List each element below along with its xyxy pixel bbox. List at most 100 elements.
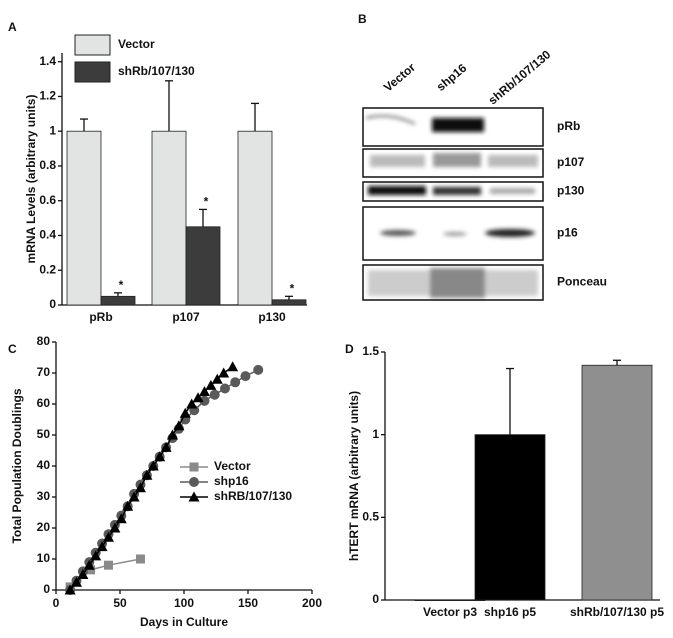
y-tick-label: 1.2 <box>39 89 56 103</box>
marker <box>198 386 210 397</box>
marker <box>96 541 108 552</box>
legend-marker <box>189 477 199 487</box>
marker <box>103 560 113 570</box>
marker <box>86 565 96 575</box>
lane-label: Vector <box>381 60 418 95</box>
y-axis-label: Total Population Doublings <box>10 388 24 543</box>
blot-row <box>362 107 544 147</box>
y-tick-label: 70 <box>37 365 51 379</box>
panel-label: A <box>8 20 17 34</box>
legend-marker <box>188 491 200 502</box>
marker <box>109 522 121 533</box>
y-tick-label: 40 <box>37 458 51 472</box>
lane-label: shp16 <box>434 61 470 94</box>
x-tick-label: 0 <box>53 596 60 610</box>
row-label: p16 <box>557 226 578 240</box>
marker <box>70 576 82 587</box>
legend-label: shRb/107/130 <box>118 64 195 78</box>
marker <box>64 584 76 595</box>
bar <box>414 599 486 602</box>
marker <box>77 569 89 579</box>
bar <box>474 434 546 601</box>
y-tick-label: 1 <box>49 123 56 137</box>
marker <box>186 398 198 409</box>
x-tick-label: shp16 p5 <box>484 605 536 619</box>
x-tick-label: pRb <box>89 310 112 324</box>
marker <box>173 420 185 431</box>
legend-marker <box>189 462 199 472</box>
row-label: p130 <box>557 184 585 198</box>
x-tick-label: shRb/107/130 p5 <box>570 605 664 619</box>
lane-label: shRb/107/130 <box>486 47 554 107</box>
marker <box>218 367 230 378</box>
row-label: p107 <box>557 155 585 169</box>
y-tick-label: 0.6 <box>39 193 56 207</box>
marker <box>205 379 217 390</box>
significance: * <box>119 278 124 292</box>
bar <box>237 130 273 306</box>
y-tick-label: 80 <box>37 334 51 348</box>
marker <box>179 407 191 418</box>
y-tick-label: 20 <box>37 520 51 534</box>
x-tick-label: p130 <box>258 310 286 324</box>
marker <box>154 451 166 462</box>
marker <box>253 364 264 375</box>
marker <box>160 441 172 452</box>
x-tick-label: Vector p3 <box>423 605 477 619</box>
marker <box>240 371 251 382</box>
x-tick-label: 100 <box>174 596 194 610</box>
blot-bands <box>365 115 538 298</box>
x-tick-label: p107 <box>172 310 200 324</box>
marker <box>230 377 241 388</box>
marker <box>219 383 230 394</box>
y-tick-label: 0 <box>43 582 50 596</box>
y-tick-label: 50 <box>37 427 51 441</box>
marker <box>209 389 220 400</box>
panel-label: C <box>8 342 17 356</box>
bar <box>66 130 102 306</box>
marker <box>166 429 178 440</box>
blot-row <box>362 206 544 261</box>
y-tick-label: 1.4 <box>39 54 56 68</box>
row-label: pRb <box>557 119 580 133</box>
marker <box>90 550 102 561</box>
y-tick-label: 30 <box>37 489 51 503</box>
legend-swatch <box>74 34 111 56</box>
marker <box>135 554 145 564</box>
y-tick-label: 0.4 <box>39 228 56 242</box>
blot-row <box>362 264 544 301</box>
x-axis-label: Days in Culture <box>140 615 228 629</box>
row-label: Ponceau <box>557 275 607 289</box>
panel-label: B <box>358 12 367 26</box>
legend-label: shp16 <box>214 474 249 488</box>
blot-row <box>362 148 544 178</box>
legend-label: shRB/107/130 <box>214 489 292 503</box>
y-tick-label: 0.5 <box>362 510 379 524</box>
marker <box>192 392 204 403</box>
panel-label: D <box>345 342 354 356</box>
marker <box>227 361 239 372</box>
legend-label: Vector <box>118 37 155 51</box>
bar <box>581 364 653 601</box>
marker <box>115 513 127 524</box>
y-tick-label: 10 <box>37 551 51 565</box>
significance: * <box>204 195 209 209</box>
marker <box>199 395 210 406</box>
y-axis-label: hTERT mRNA (arbitrary units) <box>347 391 361 561</box>
y-axis-label: mRNA Levels (arbitrary units) <box>24 95 38 264</box>
marker <box>128 491 140 502</box>
bar <box>271 299 307 306</box>
y-tick-label: 0.8 <box>39 158 56 172</box>
marker <box>211 373 223 384</box>
y-tick-label: 1 <box>372 427 379 441</box>
x-tick-label: 50 <box>113 596 127 610</box>
y-tick-label: 60 <box>37 396 51 410</box>
legend-swatch <box>74 61 111 83</box>
bar <box>100 295 136 306</box>
y-tick-label: 0 <box>49 297 56 311</box>
marker <box>147 460 159 471</box>
blot-row <box>362 181 544 202</box>
bar <box>185 226 221 306</box>
bar <box>151 130 187 306</box>
